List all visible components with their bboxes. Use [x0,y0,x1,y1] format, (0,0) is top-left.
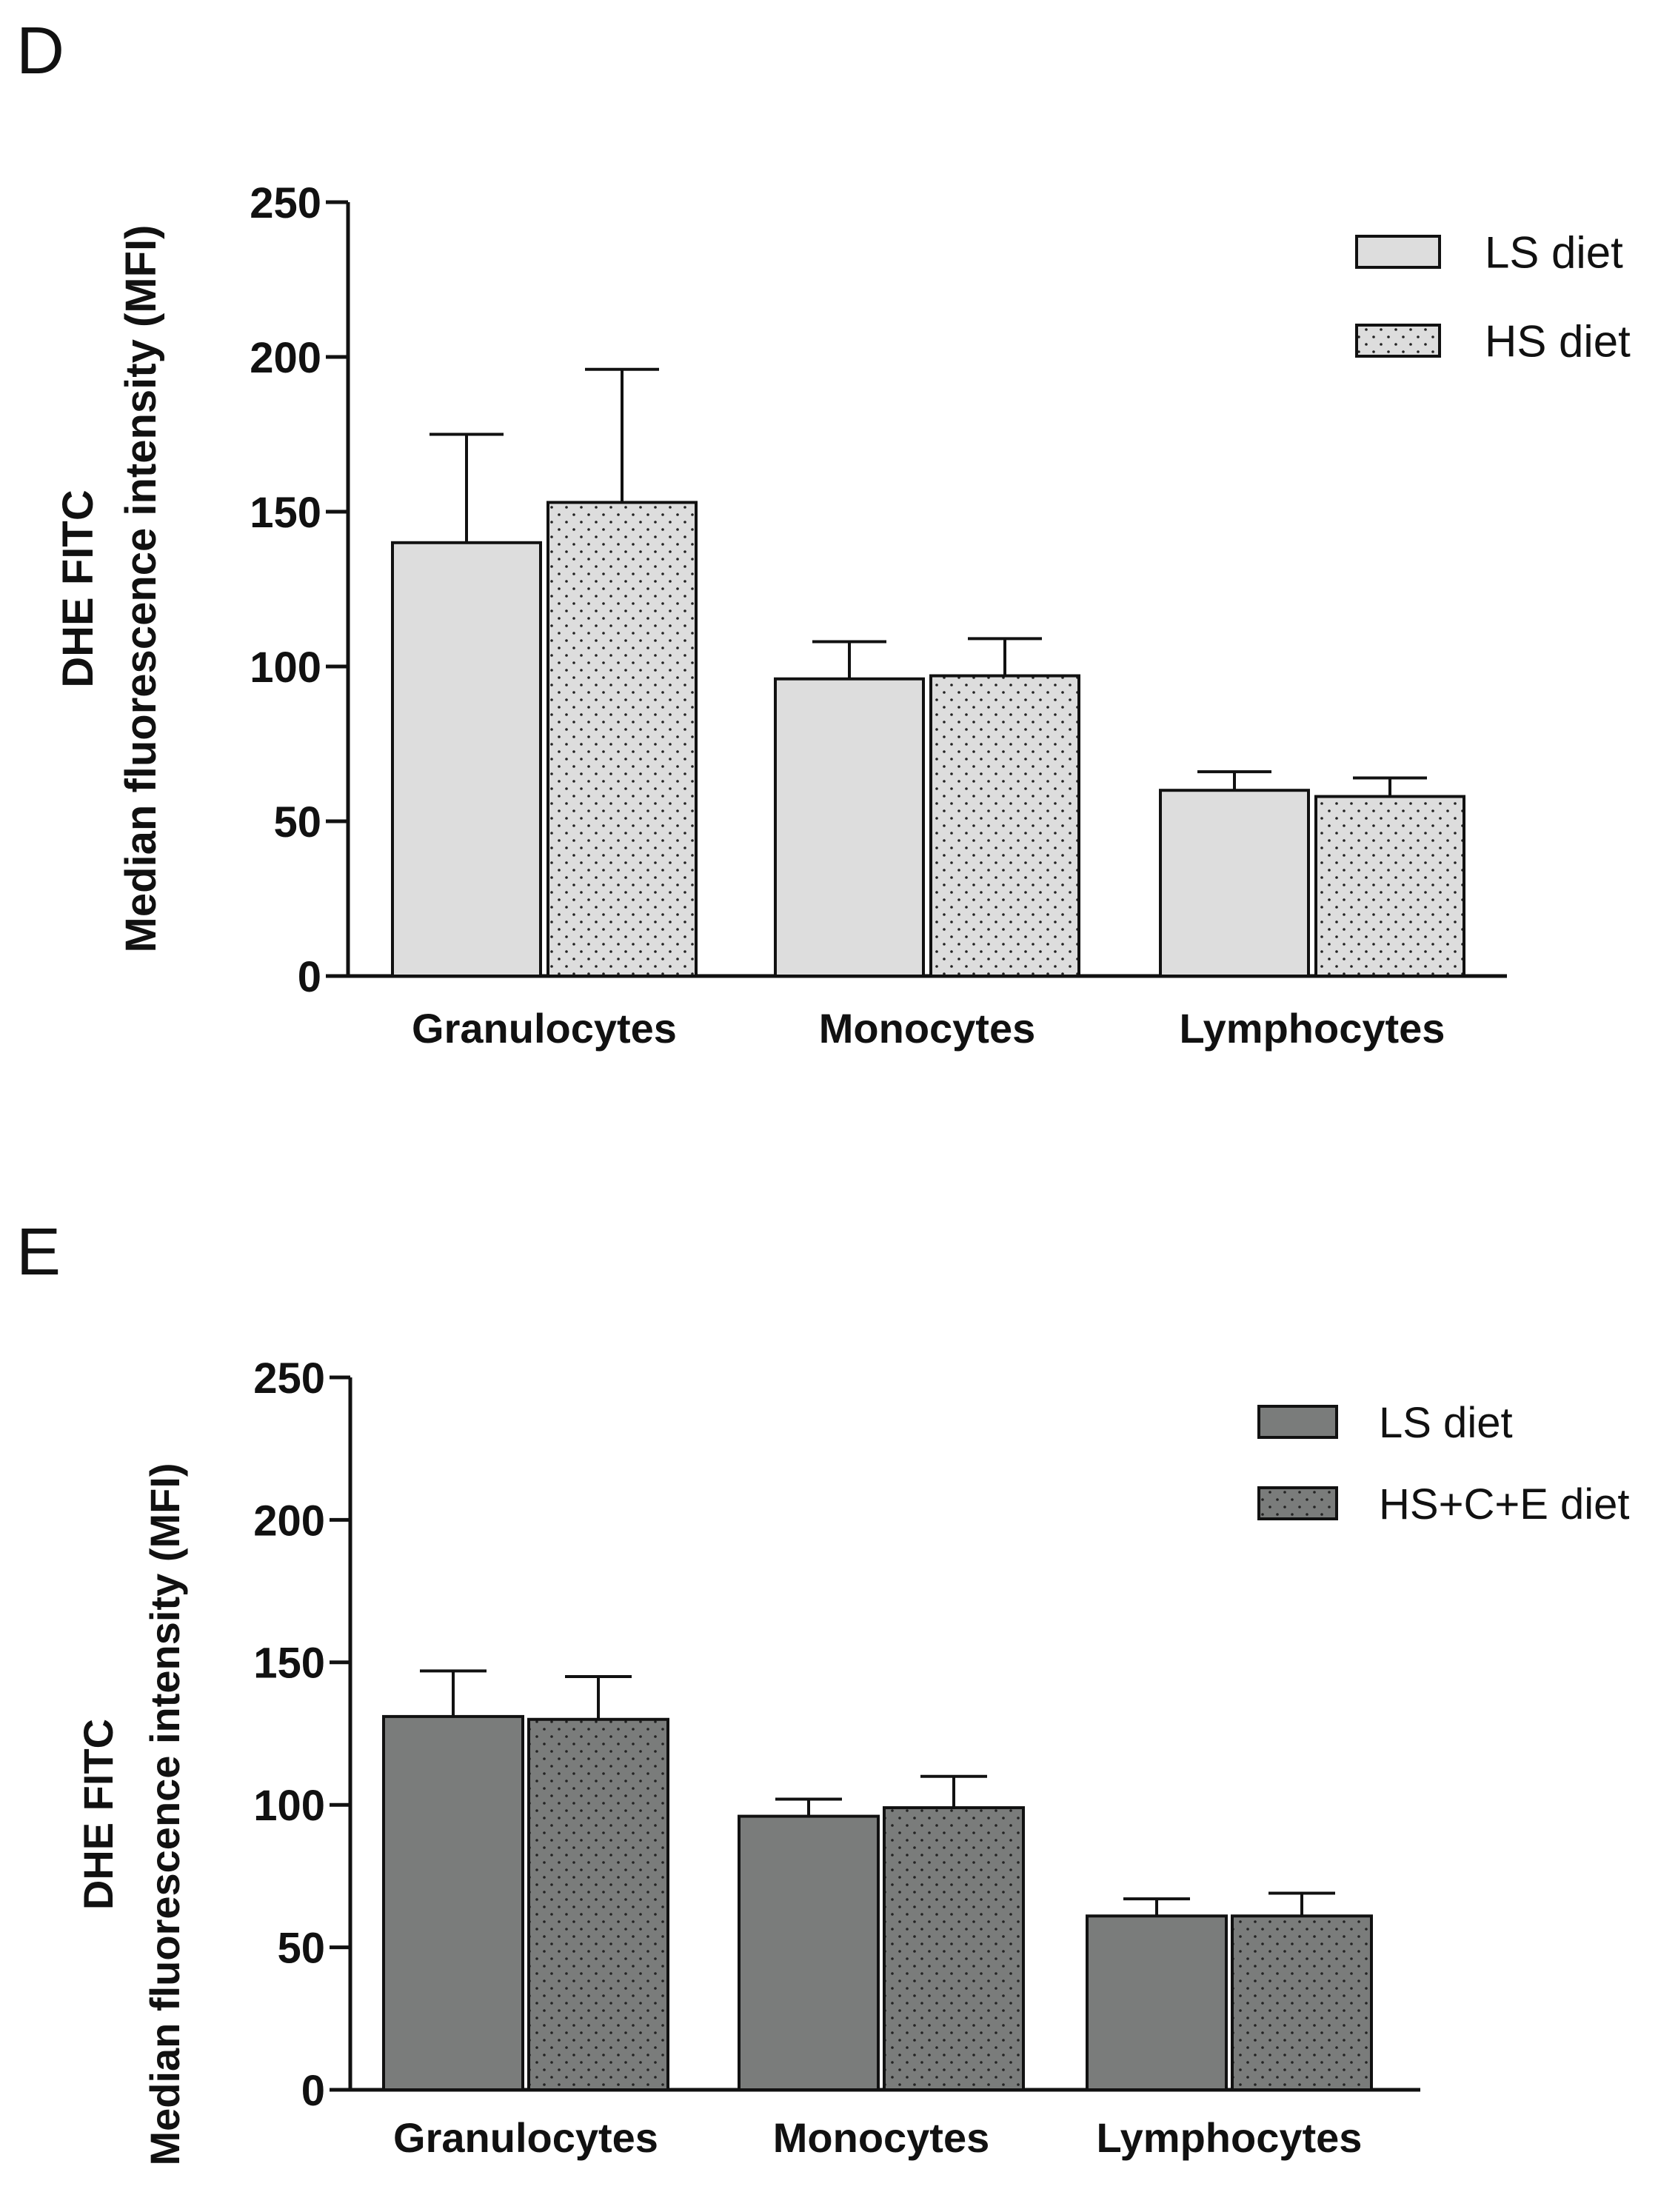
y-axis-title-line1: DHE FITC [54,489,102,687]
category-label: Monocytes [819,1005,1036,1052]
bar-hs-diet-monocytes [929,674,1080,978]
category-label: Lymphocytes [1180,1005,1445,1052]
legend-swatch [1257,1486,1338,1520]
y-tick-label: 0 [298,953,321,1001]
y-tick-label: 100 [250,644,321,692]
panel-d: D 0 50 100 150 200 250 Granulocytes Monocytes Ly… [0,0,1678,1096]
bar-hs-c-e-diet-granulocytes [527,1717,669,2091]
y-tick-label: 150 [253,1640,325,1688]
legend-swatch [1355,235,1441,269]
legend-label: HS+C+E diet [1379,1480,1630,1528]
bar-hs-diet-granulocytes [546,501,698,978]
legend-label: LS diet [1485,228,1623,278]
y-tick-label: 200 [250,334,321,382]
y-tick-label: 100 [253,1782,325,1830]
panel-letter-e: E [16,1215,61,1289]
y-axis-title-line2: Median fluorescence intensity (MFI) [141,1463,188,2165]
bar-hs-c-e-diet-monocytes [883,1806,1025,2091]
bar-hs-c-e-diet-lymphocytes [1231,1914,1373,2091]
legend-swatch [1355,324,1441,358]
y-axis-title-line2: Median fluorescence intensity (MFI) [117,225,165,953]
y-tick-label: 50 [277,1924,325,1972]
y-tick-label: 0 [301,2067,325,2115]
y-tick-label: 250 [253,1354,325,1403]
legend-swatch [1257,1405,1338,1439]
y-tick-label: 50 [273,798,321,846]
category-label: Granulocytes [412,1005,677,1052]
bar-ls-diet-granulocytes [382,1714,524,2091]
legend-label: HS diet [1485,317,1631,367]
bar-ls-diet-monocytes [738,1814,880,2091]
y-tick-label: 250 [250,179,321,227]
panel-e: E 0 50 100 150 200 250 Granulocytes Monocytes Ly… [0,1170,1678,2212]
chart-e: 0 50 100 150 200 250 Granulocytes Monocytes Lymp… [75,1354,1630,2166]
category-label: Monocytes [773,2114,990,2161]
bar-hs-diet-lymphocytes [1314,795,1465,978]
y-tick-label: 150 [250,489,321,537]
bar-ls-diet-lymphocytes [1086,1914,1228,2091]
bar-ls-diet-lymphocytes [1159,789,1310,978]
category-label: Lymphocytes [1097,2114,1363,2161]
panel-letter-d: D [16,14,64,88]
bar-ls-diet-granulocytes [391,541,542,978]
y-tick-label: 200 [253,1497,325,1545]
legend-label: LS diet [1379,1399,1513,1447]
category-label: Granulocytes [393,2114,658,2161]
y-axis-title-line1: DHE FITC [75,1719,121,1910]
bar-ls-diet-monocytes [774,677,925,978]
chart-d: 0 50 100 150 200 250 Granulocytes Monocytes Lymp… [54,179,1631,1052]
